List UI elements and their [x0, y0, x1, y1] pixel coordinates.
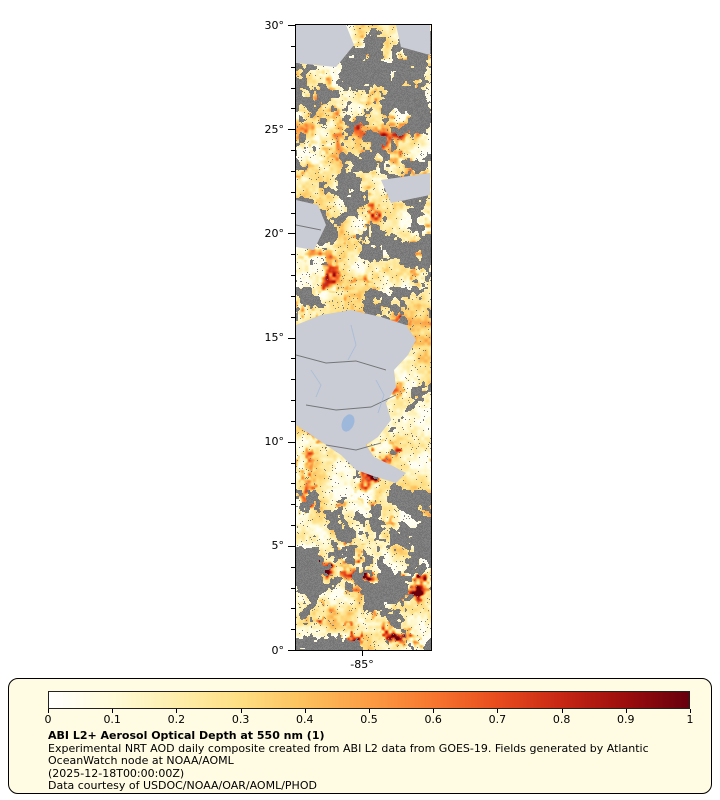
colorbar-tick-label: 0.2	[167, 713, 186, 726]
lat-minor-tick	[291, 295, 295, 297]
lat-tick-label: 30°	[264, 18, 285, 32]
lat-minor-tick	[291, 379, 295, 381]
colorbar-tick	[561, 709, 563, 713]
lat-minor-tick	[291, 420, 295, 422]
lat-minor-tick	[291, 316, 295, 318]
colorbar-legend-box: 0 0.1 0.2 0.3 0.4 0.5 0.6 0.7 0.8 0.9 1 ABI L2+ Ae…	[8, 678, 712, 794]
lat-major-tick	[288, 650, 295, 651]
lat-minor-tick	[291, 66, 295, 68]
colorbar-tick-label: 0	[44, 713, 52, 726]
colorbar-tick-label: 0.7	[488, 713, 507, 726]
lat-major-tick	[288, 337, 295, 339]
lat-minor-tick	[291, 400, 295, 401]
lat-minor-tick	[291, 566, 295, 568]
colorbar-tick	[625, 709, 627, 713]
figure-caption: ABI L2+ Aerosol Optical Depth at 550 nm …	[48, 729, 703, 793]
lat-major-tick	[288, 441, 295, 443]
colorbar-tick	[369, 709, 370, 713]
lon-major-tick	[362, 651, 363, 656]
caption-line-3: (2025-12-18T00:00:00Z)	[48, 766, 185, 780]
lat-minor-tick	[291, 483, 295, 485]
caption-line-2: OceanWatch node at NOAA/AOML	[48, 754, 234, 768]
lat-tick-label: 5°	[271, 539, 285, 553]
lon-tick-label: -85°	[350, 658, 374, 671]
lat-major-tick	[288, 25, 295, 26]
colorbar-tick-label: 0.6	[424, 713, 442, 726]
lat-tick-label: 15°	[264, 331, 285, 344]
colorbar-tick	[176, 709, 178, 713]
colorbar-tick	[240, 709, 242, 713]
lat-minor-tick	[291, 45, 295, 47]
lat-minor-tick	[291, 212, 295, 214]
colorbar-tick-label: 0.4	[296, 713, 314, 726]
colorbar-tick-label: 0.3	[231, 713, 250, 726]
lat-minor-tick	[291, 504, 295, 506]
lat-minor-tick	[291, 587, 295, 589]
colorbar-tick	[690, 709, 691, 713]
caption-line-1: Experimental NRT AOD daily composite cre…	[48, 741, 649, 755]
colorbar-gradient	[48, 691, 690, 709]
lat-tick-label: 10°	[264, 435, 285, 449]
colorbar-tick-label: 0.1	[103, 713, 121, 726]
caption-title: ABI L2+ Aerosol Optical Depth at 550 nm …	[48, 729, 325, 742]
caption-line-4: Data courtesy of USDOC/NOAA/OAR/AOML/PHO…	[48, 779, 317, 793]
lat-minor-tick	[291, 462, 295, 464]
lat-tick-label: 25°	[264, 122, 285, 136]
aod-map-canvas	[295, 24, 432, 651]
lat-minor-tick	[291, 275, 295, 276]
colorbar-tick-label: 1	[686, 713, 694, 726]
colorbar-tick-label: 0.8	[552, 713, 571, 726]
lat-minor-tick	[291, 629, 295, 631]
lat-minor-tick	[291, 87, 295, 89]
colorbar-tick	[497, 709, 499, 713]
colorbar-tick-label: 0.9	[617, 713, 635, 726]
colorbar-tick	[112, 709, 114, 713]
colorbar-tick	[433, 709, 435, 713]
lat-minor-tick	[291, 358, 295, 360]
lat-minor-tick	[291, 170, 295, 172]
colorbar-tick	[304, 709, 306, 713]
lat-minor-tick	[291, 608, 295, 610]
colorbar-tick	[48, 709, 49, 713]
lat-minor-tick	[291, 150, 295, 151]
lat-major-tick	[288, 233, 295, 235]
lat-minor-tick	[291, 525, 295, 526]
lat-minor-tick	[291, 191, 295, 193]
lat-minor-tick	[291, 254, 295, 256]
colorbar-tick-label: 0.5	[360, 713, 378, 726]
lat-major-tick	[288, 129, 295, 131]
lat-minor-tick	[291, 108, 295, 110]
lat-major-tick	[288, 545, 295, 547]
lat-tick-label: 20°	[264, 226, 285, 240]
lat-tick-label: 0°	[271, 643, 285, 657]
